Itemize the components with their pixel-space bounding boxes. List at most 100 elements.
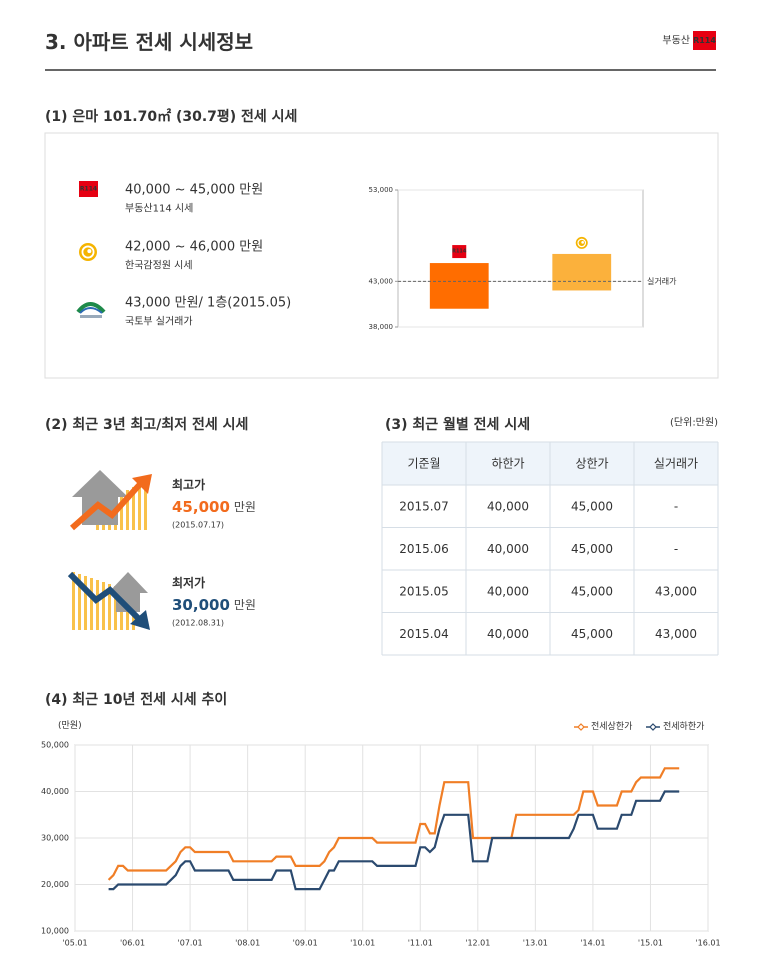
extreme-date: (2015.07.17) [172, 521, 224, 530]
extreme-price-value: 30,000 [172, 596, 230, 614]
y-tick-label: 30,000 [41, 834, 69, 843]
icon-stripe [90, 578, 93, 630]
table-cell: 45,000 [571, 499, 613, 513]
y-axis-label: (만원) [58, 720, 82, 731]
icon-down-arrow [67, 571, 143, 623]
page-title: 3. 아파트 전세 시세정보 [45, 30, 253, 54]
legend-marker [577, 723, 585, 731]
icon-stripe [120, 493, 123, 530]
x-tick-label: '12.01 [465, 939, 490, 948]
icon-stripe [96, 580, 99, 630]
y-tick-label: 10,000 [41, 927, 69, 936]
section-title: (1) 은마 101.70㎡ (30.7평) 전세 시세 [45, 108, 297, 125]
extreme-price-unit: 만원 [234, 598, 256, 612]
logo-badge-text: R114 [693, 36, 716, 45]
bar-r114-icon-text: R114 [452, 249, 467, 255]
x-tick-label: '16.01 [695, 939, 720, 948]
table-cell: 45,000 [571, 542, 613, 556]
icon-stripe [138, 484, 141, 530]
table-cell: 43,000 [655, 627, 697, 641]
table-cell: 2015.06 [399, 542, 449, 556]
icon-stripe [102, 582, 105, 630]
series-line [107, 767, 680, 881]
price-source: 한국감정원 시세 [125, 260, 193, 272]
x-tick-label: '13.01 [523, 939, 548, 948]
logo-badge [693, 31, 716, 50]
table-cell: 2015.05 [399, 584, 449, 598]
icon-up-arrow [70, 479, 145, 531]
table-header-cell: 실거래가 [654, 457, 698, 471]
icon-stripe [126, 490, 129, 530]
molit-emblem-base [80, 315, 102, 318]
x-tick-label: '09.01 [293, 939, 318, 948]
extreme-price: 45,000 만원 [172, 498, 256, 516]
icon-stripe [108, 584, 111, 630]
table-cell: 2015.04 [399, 627, 449, 641]
price-source: 국토부 실거래가 [125, 316, 193, 328]
icon-stripe [144, 481, 147, 530]
range-bar [429, 263, 489, 309]
x-tick-label: '14.01 [580, 939, 605, 948]
price-source: 부동산114 시세 [125, 203, 193, 215]
extreme-price-value: 45,000 [172, 498, 230, 516]
table-cell: 43,000 [655, 584, 697, 598]
series-line [108, 790, 680, 891]
x-tick-label: '10.01 [350, 939, 375, 948]
reab-icon-ring [81, 245, 95, 259]
icon-stripe [132, 487, 135, 530]
table-cell: 45,000 [571, 627, 613, 641]
price-range: 42,000 ~ 46,000 만원 [125, 240, 263, 255]
reference-label: 실거래가 [647, 276, 677, 286]
x-tick-label: '08.01 [235, 939, 260, 948]
bar-reab-icon-ring [577, 238, 587, 248]
r114-icon [79, 181, 98, 197]
icon-stripe [78, 574, 81, 630]
bar-r114-icon [452, 245, 467, 259]
icon-stripe [72, 572, 75, 630]
reab-icon-core [87, 249, 92, 254]
section-title: (2) 최근 3년 최고/최저 전세 시세 [45, 416, 248, 433]
table-cell: 2015.07 [399, 499, 449, 513]
molit-emblem [76, 302, 106, 314]
extreme-price: 30,000 만원 [172, 596, 256, 614]
r114-icon-text: R114 [80, 186, 97, 193]
extreme-date: (2012.08.31) [172, 619, 224, 628]
table-cell: 40,000 [487, 627, 529, 641]
table-header-cell: 상한가 [575, 457, 608, 471]
x-tick-label: '07.01 [178, 939, 203, 948]
legend-label: 전세상한가 [591, 721, 632, 732]
x-tick-label: '06.01 [120, 939, 145, 948]
molit-emblem-blue [79, 307, 103, 314]
y-tick-label: 20,000 [41, 880, 69, 889]
legend-marker [649, 723, 657, 731]
legend-label: 전세하한가 [663, 721, 704, 732]
y-tick-label: 38,000 [369, 323, 394, 331]
price-range: 40,000 ~ 45,000 만원 [125, 183, 263, 198]
price-range: 43,000 만원/ 1층(2015.05) [125, 296, 291, 311]
y-tick-label: 43,000 [369, 277, 394, 285]
section-title: (4) 최근 10년 전세 시세 추이 [45, 691, 227, 708]
table-cell: 40,000 [487, 542, 529, 556]
table-cell: 40,000 [487, 584, 529, 598]
bar-reab-icon-core [581, 241, 584, 244]
range-bar [552, 253, 612, 291]
y-tick-label: 40,000 [41, 787, 69, 796]
extreme-label: 최저가 [172, 575, 205, 590]
extreme-label: 최고가 [172, 477, 205, 492]
x-tick-label: '05.01 [62, 939, 87, 948]
icon-down-head [130, 610, 150, 630]
unit-note: (단위:만원) [670, 416, 718, 429]
icon-stripe [114, 586, 117, 630]
table-header-cell: 하한가 [491, 457, 524, 471]
icon-up-head [132, 474, 152, 494]
table-cell: - [674, 542, 678, 556]
x-tick-label: '15.01 [638, 939, 663, 948]
x-tick-label: '11.01 [408, 939, 433, 948]
table-cell: 40,000 [487, 499, 529, 513]
y-tick-label: 53,000 [369, 186, 394, 194]
y-tick-label: 50,000 [41, 741, 69, 750]
icon-stripe [84, 576, 87, 630]
table-cell: - [674, 499, 678, 513]
table-cell: 45,000 [571, 584, 613, 598]
